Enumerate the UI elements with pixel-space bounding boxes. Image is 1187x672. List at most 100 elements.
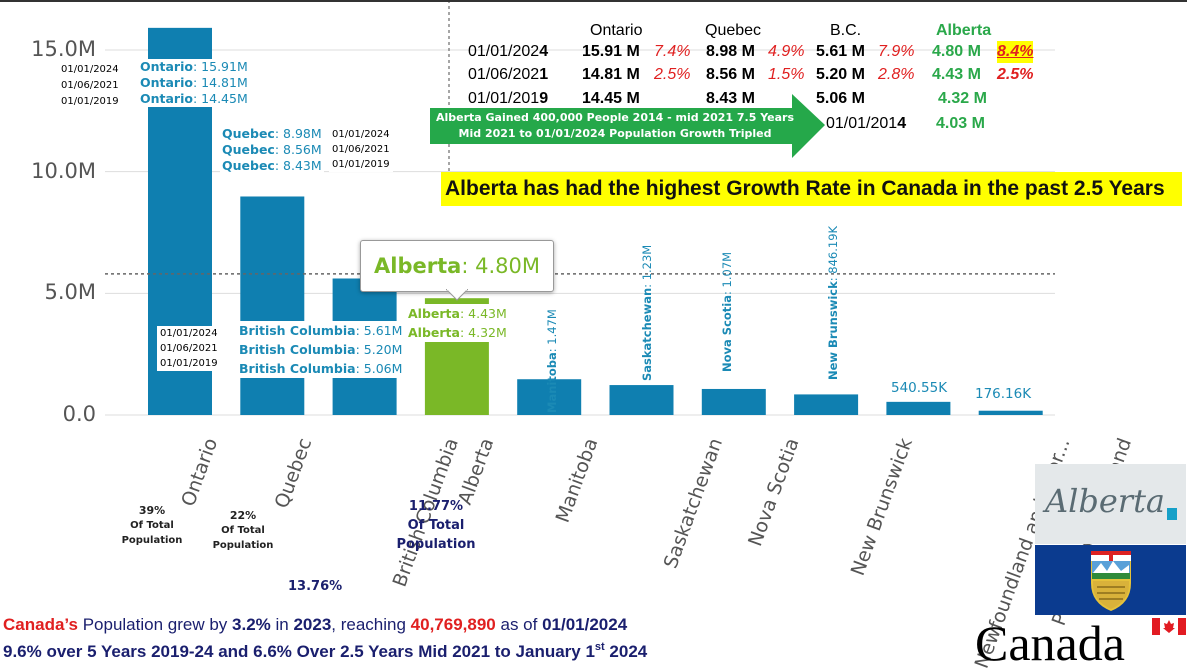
row-date: 01/06/2021 [468, 66, 549, 83]
province-name: Quebec [222, 126, 275, 141]
saskatchewan-label: Saskatchewan: 1.23M [640, 244, 654, 381]
date-label: 01/06/2021 [160, 343, 218, 354]
share-percent: 39% [138, 504, 166, 517]
arrow-line: Mid 2021 to 01/01/2024 Population Growth… [458, 127, 772, 140]
bar-manitoba[interactable] [517, 379, 582, 415]
quebec-growth: 4.9% [768, 43, 805, 60]
manitoba-label: Manitoba: 1.47M [545, 309, 559, 413]
footer-line-1: Canada’s Population grew by 3.2% in 2023… [3, 615, 627, 635]
bc-dates: 01/01/2024 01/06/2021 01/01/2019 [157, 326, 221, 371]
ontario-value: 15.91 M [582, 43, 640, 60]
value: 846.19K [826, 225, 840, 274]
bc-share: 13.76% [288, 579, 343, 594]
value: 5.61M [363, 323, 403, 338]
province-name: New Brunswick [826, 281, 840, 380]
column-header: B.C. [830, 22, 862, 39]
canada-flag-icon [1152, 618, 1186, 635]
province-name: Nova Scotia [720, 295, 734, 372]
arrow-text: Alberta Gained 400,000 People 2014 - mid… [430, 110, 800, 142]
bar-saskatchewan[interactable] [609, 385, 674, 415]
footer-text: in [270, 615, 294, 634]
share-text: Population [212, 540, 274, 551]
tooltip-name: Alberta [374, 254, 462, 278]
province-name: Saskatchewan [640, 287, 654, 381]
alberta-value: 4.43 M [932, 66, 981, 83]
nova-scotia-label: Nova Scotia: 1.07M [720, 251, 734, 372]
bar-quebec[interactable] [240, 196, 305, 415]
footer-line-2: 9.6% over 5 Years 2019-24 and 6.6% Over … [3, 641, 647, 662]
value: 14.81M [201, 75, 248, 90]
footer-text: 2023 [293, 615, 332, 634]
province-name: Ontario [140, 91, 193, 106]
alberta-value: 4.32 M [938, 90, 987, 107]
column-header: Ontario [590, 22, 643, 39]
quebec-value: 8.98 M [706, 43, 755, 60]
date-label: 01/01/2024 [160, 328, 218, 339]
quebec-value-labels: Quebec: 8.98M Quebec: 8.56M Quebec: 8.43… [220, 126, 324, 174]
alberta-value: 4.03 M [936, 115, 985, 132]
footer-text: st [594, 641, 605, 653]
province-name: British Columbia [239, 323, 356, 338]
row-date: 01/01/2024 [468, 43, 549, 60]
row-date: 01/01/2019 [468, 90, 549, 107]
quebec-value: 8.43 M [706, 90, 755, 107]
date-label: 01/01/2024 [61, 64, 119, 75]
value: 4.43M [468, 306, 507, 321]
canada-wordmark: Canada [975, 615, 1125, 671]
alberta-value-labels: Alberta: 4.43M Alberta: 4.32M [405, 304, 510, 342]
value: 5.06M [363, 361, 403, 376]
quebec-dates: 01/01/2024 01/06/2021 01/01/2019 [329, 127, 393, 172]
growth-arrow [430, 94, 825, 158]
date-label: 01/01/2019 [160, 358, 218, 369]
logo-mark [1167, 508, 1177, 520]
share-text: Of Total [221, 525, 265, 536]
ontario-share: 39% Of Total Population [117, 503, 187, 548]
bar-newfoundland-and-labr-[interactable] [886, 401, 951, 415]
bc-value-labels: British Columbia: 5.61M British Columbia… [236, 321, 406, 378]
bar-nova-scotia[interactable] [701, 388, 766, 415]
quebec-share: 22% Of Total Population [208, 508, 278, 553]
ontario-value: 14.81 M [582, 66, 640, 83]
province-name: Manitoba [545, 352, 559, 413]
alberta-flag [1035, 545, 1186, 615]
province-name: Quebec [222, 158, 275, 173]
value: 5.20M [363, 342, 403, 357]
province-name: Alberta [408, 325, 460, 340]
bar-prince-edward-island[interactable] [978, 410, 1043, 415]
province-name: British Columbia [239, 342, 356, 357]
headline-banner: Alberta has had the highest Growth Rate … [441, 172, 1182, 206]
footer-text: 9.6% over 5 Years 2019-24 and 6.6% Over … [3, 641, 595, 661]
column-header: Alberta [936, 22, 992, 39]
new-brunswick-label: New Brunswick: 846.19K [826, 225, 840, 380]
date-label: 01/06/2021 [332, 144, 390, 155]
y-tick-label: 15.0M [31, 37, 96, 61]
ontario-value-labels: Ontario: 15.91M Ontario: 14.81M Ontario:… [137, 59, 251, 107]
bc-value: 5.61 M [816, 43, 865, 60]
ontario-value: 14.45 M [582, 90, 640, 107]
value: 1.07M [720, 251, 734, 288]
footer-text: 40,769,890 [410, 615, 496, 634]
alberta-growth: 2.5% [997, 66, 1034, 83]
y-tick-label: 10.0M [31, 158, 96, 183]
y-tick-label: 0.0 [62, 402, 96, 426]
footer-text: 01/01/2024 [542, 615, 628, 634]
tooltip-value: 4.80M [475, 254, 540, 278]
bc-growth: 7.9% [878, 43, 915, 60]
share-percent: 22% [229, 509, 257, 522]
bar-new-brunswick[interactable] [794, 394, 859, 415]
arrow-line: Alberta Gained 400,000 People 2014 - mid… [435, 111, 795, 124]
date-label: 01/06/2021 [61, 80, 119, 91]
province-name: Ontario [140, 59, 193, 74]
bc-value: 5.06 M [816, 90, 865, 107]
share-text: Population [121, 535, 183, 546]
value: 1.23M [640, 244, 654, 281]
date-label: 01/01/2024 [332, 129, 390, 140]
share-text: Of Total [407, 518, 465, 533]
tooltip-pointer [446, 289, 468, 301]
value: 8.56M [283, 142, 322, 157]
value: 14.45M [201, 91, 248, 106]
footer-text: Population grew by [77, 615, 233, 634]
ontario-growth: 7.4% [654, 43, 691, 60]
value: 8.98M [283, 126, 322, 141]
province-name: British Columbia [239, 361, 356, 376]
